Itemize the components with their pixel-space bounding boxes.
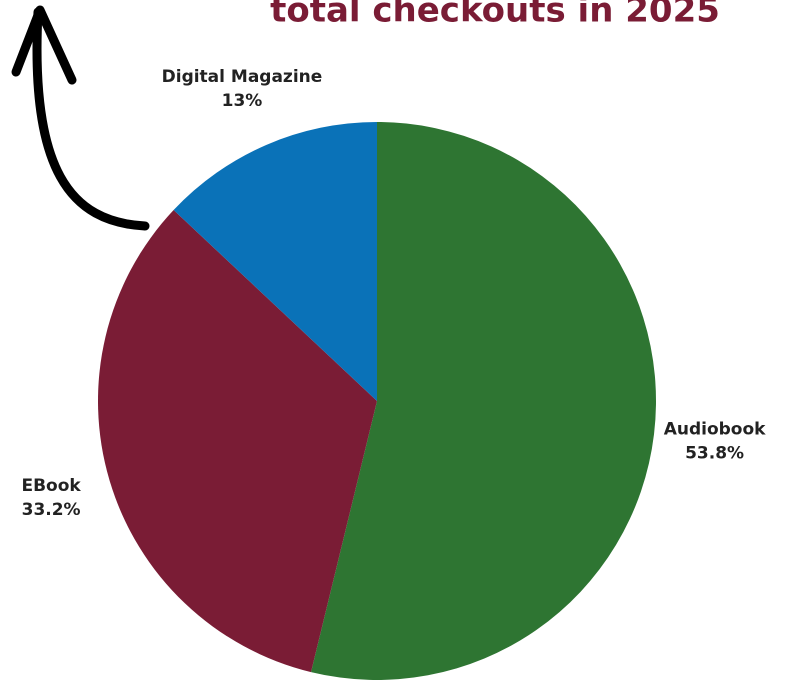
slice-label: Audiobook [664,419,766,439]
slice-value-label: 13% [222,91,263,111]
slice-value-label: 33.2% [22,500,81,520]
chart-title: total checkouts in 2025 [270,0,720,31]
slice-label: EBook [21,476,81,496]
arrow [11,5,150,231]
pie-slice [173,122,377,401]
slice-label: Digital Magazine [162,67,323,87]
slice-value-label: 53.8% [685,443,744,463]
pie-slice [98,210,378,673]
pie-slice [311,122,657,681]
